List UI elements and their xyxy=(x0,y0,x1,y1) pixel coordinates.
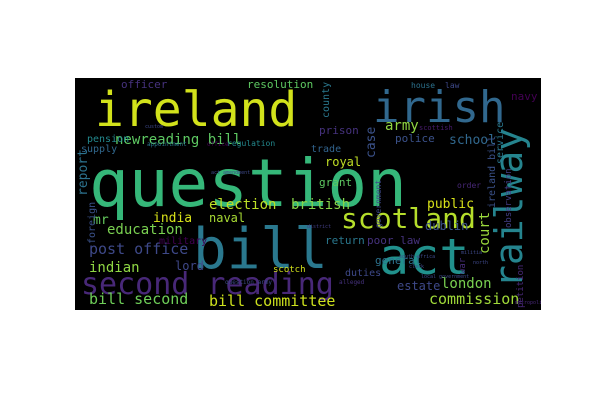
word-estate: estate xyxy=(397,279,440,293)
word-duties: duties xyxy=(345,268,381,279)
word-regulation: regulation xyxy=(227,139,275,148)
word-cloud-canvas: question ireland bill act irish railway … xyxy=(76,78,541,310)
word-question: question xyxy=(89,145,407,222)
word-office: office xyxy=(207,141,229,148)
word-report: report xyxy=(76,149,91,196)
word-british: british xyxy=(291,197,350,213)
word-bill: bill xyxy=(193,217,328,282)
word-royal: royal xyxy=(325,155,361,169)
word-local-government: local government xyxy=(421,274,469,280)
word-metropolis: metropolis xyxy=(515,300,541,306)
word-prison: prison xyxy=(319,124,359,137)
word-south-africa: south africa xyxy=(399,254,435,260)
word-trade: trade xyxy=(311,144,341,155)
word-indian: indian xyxy=(89,260,140,276)
word-district: district xyxy=(307,224,331,230)
word-supply: supply xyxy=(81,144,117,155)
word-commission: commission xyxy=(429,290,519,308)
word-general: general xyxy=(375,254,421,267)
word-north: north xyxy=(473,260,488,266)
word-post-office: post office xyxy=(89,240,188,258)
word-scotland: scotland xyxy=(341,202,476,235)
word-railway: railway xyxy=(487,128,531,288)
word-poor-law: poor law xyxy=(367,234,420,247)
word-pension: pension xyxy=(87,134,129,145)
word-court: court xyxy=(477,212,493,254)
word-act: act xyxy=(379,228,469,286)
word-school: school xyxy=(449,133,496,148)
word-election: election xyxy=(209,197,276,213)
word-mr: mr xyxy=(93,213,109,228)
word-second-reading: second reading xyxy=(81,267,334,302)
word-observation: observation xyxy=(504,168,514,228)
word-scotch: scotch xyxy=(273,265,306,275)
word-bill-committee: bill committee xyxy=(209,292,335,310)
word-scottish: scottish xyxy=(419,124,453,132)
word-ireland-bill: ireland bill xyxy=(487,136,498,208)
word-ireland: ireland xyxy=(95,82,297,138)
word-military: military xyxy=(159,236,207,247)
word-resolution: resolution xyxy=(247,78,313,91)
word-foreign: foreign xyxy=(87,202,98,244)
word-india: india xyxy=(153,211,192,226)
word-act-amendment: act amendment xyxy=(211,170,250,176)
word-london: london xyxy=(441,276,492,292)
word-newreading-bill: newreading bill xyxy=(115,132,241,148)
word-petition: petition xyxy=(516,265,526,308)
word-dublin: dublin xyxy=(425,219,468,233)
word-cloud: question ireland bill act irish railway … xyxy=(75,78,541,310)
word-officer: officer xyxy=(121,78,168,91)
word-clerk: clerk xyxy=(409,264,424,270)
word-navy: navy xyxy=(511,90,538,103)
word-naval: naval xyxy=(209,211,245,225)
word-police: police xyxy=(395,132,435,145)
word-custom: custom xyxy=(145,124,163,130)
word-house: house xyxy=(411,81,435,90)
word-order: order xyxy=(457,181,481,190)
word-public: public xyxy=(427,197,474,212)
word-bill-second: bill second xyxy=(89,290,188,308)
word-law: law xyxy=(445,81,460,90)
word-war: war xyxy=(458,257,468,274)
word-alleged: alleged xyxy=(339,279,365,286)
word-irish: irish xyxy=(373,82,505,133)
word-return: return xyxy=(325,234,365,247)
word-lord: lord xyxy=(175,259,204,273)
word-service: service xyxy=(495,122,506,164)
word-county: county xyxy=(321,82,332,118)
word-grant: grant xyxy=(319,176,352,189)
word-case: case xyxy=(364,127,379,158)
word-militia: militia xyxy=(461,250,482,256)
word-appointment: appointment xyxy=(147,141,187,148)
word-question-army: question army xyxy=(225,279,272,286)
word-government: government xyxy=(374,180,383,228)
word-education: education xyxy=(107,222,183,238)
word-army: army xyxy=(385,118,419,134)
